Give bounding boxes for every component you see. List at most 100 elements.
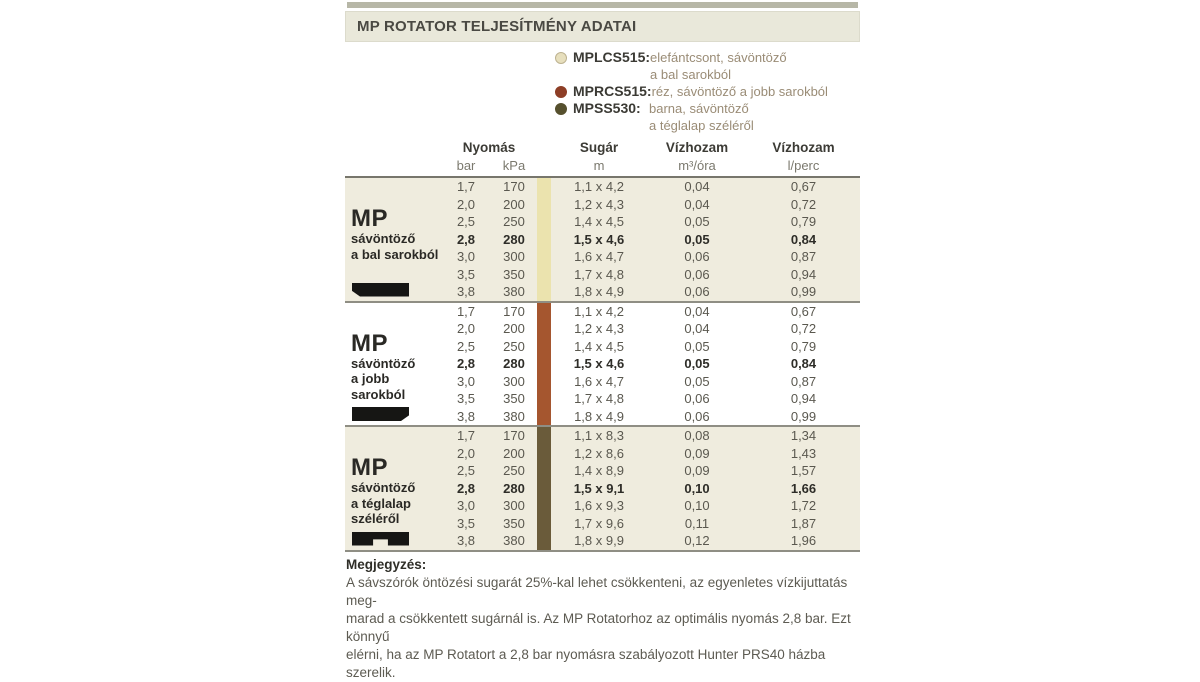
cell-bar: 2,8 (456, 231, 476, 247)
table-row: 2,5 250 1,4 x 4,5 0,05 0,79 (441, 213, 860, 231)
table-row: 2,8 280 1,5 x 4,6 0,05 0,84 (441, 355, 860, 373)
table-row: 3,8 380 1,8 x 9,9 0,12 1,96 (441, 532, 860, 550)
cell-kpa: 350 (503, 266, 525, 282)
header-spacer (537, 157, 551, 176)
cell-sugar: 1,4 x 4,5 (574, 338, 624, 354)
cell-sugar: 1,8 x 4,9 (574, 408, 624, 424)
cell-bar: 2,5 (456, 338, 476, 354)
header-spacer (537, 139, 551, 157)
header-vizhozam-lperc: Vízhozam (772, 140, 835, 155)
section-label-title: MP (351, 205, 388, 232)
legend-item: MPRCS515: réz, sávöntöző a jobb sarokból (555, 83, 860, 100)
section-label: MP sávöntöző a jobb sarokból (351, 329, 439, 403)
cell-sugar: 1,7 x 9,6 (574, 515, 624, 531)
note-line: marad a csökkentett sugárnál is. Az MP R… (346, 611, 851, 644)
cell-lperc: 1,72 (790, 498, 817, 513)
cell-bar: 3,5 (456, 391, 476, 406)
cell-sugar: 1,1 x 8,3 (574, 428, 624, 443)
table-sections: MP sávöntöző a bal sarokból 1,7 170 1,1 x 4,2… (345, 178, 860, 552)
cell-m3: 0,04 (684, 321, 710, 336)
title-bar: MP ROTATOR TELJESÍTMÉNY ADATAI (345, 11, 860, 42)
section-label-line: sávöntöző (351, 231, 416, 246)
cell-kpa: 200 (503, 196, 525, 212)
legend: MPLCS515: elefántcsont, sávöntöző a bal … (555, 49, 860, 134)
cell-sugar: 1,5 x 9,1 (573, 480, 625, 496)
legend-code: MPLCS515: (573, 49, 651, 65)
section-label-line: a bal sarokból (351, 246, 439, 262)
performance-table: Nyomás Sugár Vízhozam Vízhozam bar kPa m… (345, 139, 860, 552)
cell-sugar: 1,7 x 4,8 (574, 391, 624, 406)
cell-sugar: 1,2 x 4,3 (574, 196, 624, 212)
table-row: 2,0 200 1,2 x 8,6 0,09 1,43 (441, 445, 860, 463)
cell-m3: 0,11 (684, 515, 710, 531)
table-header-row-units: bar kPa m m³/óra l/perc (441, 157, 860, 176)
cell-bar: 1,7 (456, 303, 476, 319)
cell-lperc: 0,79 (790, 338, 817, 354)
cell-lperc: 1,34 (790, 428, 817, 443)
table-row: 1,7 170 1,1 x 4,2 0,04 0,67 (441, 178, 860, 196)
cell-lperc: 1,87 (790, 515, 817, 531)
table-row: 2,5 250 1,4 x 8,9 0,09 1,57 (441, 462, 860, 480)
cell-kpa: 170 (503, 303, 525, 319)
cell-sugar: 1,8 x 9,9 (574, 533, 624, 548)
legend-code: MPRCS515: (573, 83, 652, 99)
cell-lperc: 0,67 (790, 303, 817, 319)
copper-color-dot-icon (555, 86, 567, 98)
cell-sugar: 1,5 x 4,6 (573, 356, 625, 371)
cell-lperc: 0,99 (790, 284, 817, 299)
cell-kpa: 200 (503, 321, 525, 336)
cell-kpa: 300 (503, 498, 525, 513)
cell-m3: 0,10 (684, 480, 710, 496)
cell-bar: 3,0 (456, 498, 476, 513)
cell-lperc: 1,96 (790, 533, 817, 548)
cell-lperc: 0,94 (790, 391, 817, 406)
right-corner-strip-icon (352, 407, 409, 421)
table-header-row-groups: Nyomás Sugár Vízhozam Vízhozam (441, 139, 860, 157)
table-row: 3,0 300 1,6 x 4,7 0,06 0,87 (441, 248, 860, 266)
section-label: MP sávöntöző a téglalap széléről (351, 456, 439, 527)
legend-description: barna, sávöntöző a téglalap széléről (649, 100, 754, 134)
brown-color-dot-icon (555, 103, 567, 115)
cell-bar: 3,5 (456, 266, 476, 282)
cell-kpa: 280 (503, 356, 525, 371)
cell-lperc: 0,84 (790, 231, 817, 247)
cell-m3: 0,10 (684, 498, 710, 513)
cell-m3: 0,06 (684, 266, 710, 282)
unit-m: m (593, 158, 605, 173)
table-row: 3,5 350 1,7 x 4,8 0,06 0,94 (441, 390, 860, 408)
cell-m3: 0,05 (684, 373, 710, 389)
cell-kpa: 350 (503, 391, 525, 406)
cell-bar: 2,0 (456, 196, 476, 212)
unit-bar: bar (456, 158, 476, 173)
cell-bar: 2,8 (456, 480, 476, 496)
cell-sugar: 1,6 x 4,7 (574, 373, 624, 389)
cell-sugar: 1,4 x 8,9 (574, 463, 624, 478)
table-row: 2,8 280 1,5 x 9,1 0,10 1,66 (441, 480, 860, 498)
cell-kpa: 280 (503, 231, 525, 247)
cell-bar: 2,0 (456, 321, 476, 336)
cell-kpa: 200 (503, 445, 525, 461)
cell-m3: 0,09 (684, 445, 710, 461)
note-line: elérni, ha az MP Rotatort a 2,8 bar nyom… (346, 647, 826, 680)
section-label-line: széléről (351, 511, 400, 526)
cell-m3: 0,06 (684, 391, 710, 406)
legend-description: elefántcsont, sávöntöző a bal sarokból (650, 49, 787, 83)
table-section: MP sávöntöző a jobb sarokból 1,7 170 1,1 x 4,2… (345, 302, 860, 427)
legend-item: MPSS530: barna, sávöntöző a téglalap szé… (555, 100, 860, 134)
cell-kpa: 170 (503, 179, 525, 194)
cell-lperc: 1,43 (790, 445, 817, 461)
section-label-line: sávöntöző (351, 480, 416, 495)
section-label-title: MP (351, 329, 388, 357)
cell-kpa: 280 (503, 480, 525, 496)
cell-sugar: 1,4 x 4,5 (574, 214, 624, 229)
table-row: 3,0 300 1,6 x 9,3 0,10 1,72 (441, 497, 860, 515)
cell-sugar: 1,1 x 4,2 (574, 179, 624, 194)
note: Megjegyzés: A sávszórók öntözési sugarát… (346, 556, 858, 682)
cell-m3: 0,09 (684, 463, 710, 478)
unit-kpa: kPa (502, 158, 526, 173)
table-row: 2,8 280 1,5 x 4,6 0,05 0,84 (441, 231, 860, 249)
table-section: MP sávöntöző a téglalap széléről 1,7 170 1,1 x… (345, 427, 860, 552)
cell-lperc: 0,72 (790, 321, 817, 336)
page-title: MP ROTATOR TELJESÍTMÉNY ADATAI (357, 18, 637, 35)
table-row: 2,0 200 1,2 x 4,3 0,04 0,72 (441, 320, 860, 338)
